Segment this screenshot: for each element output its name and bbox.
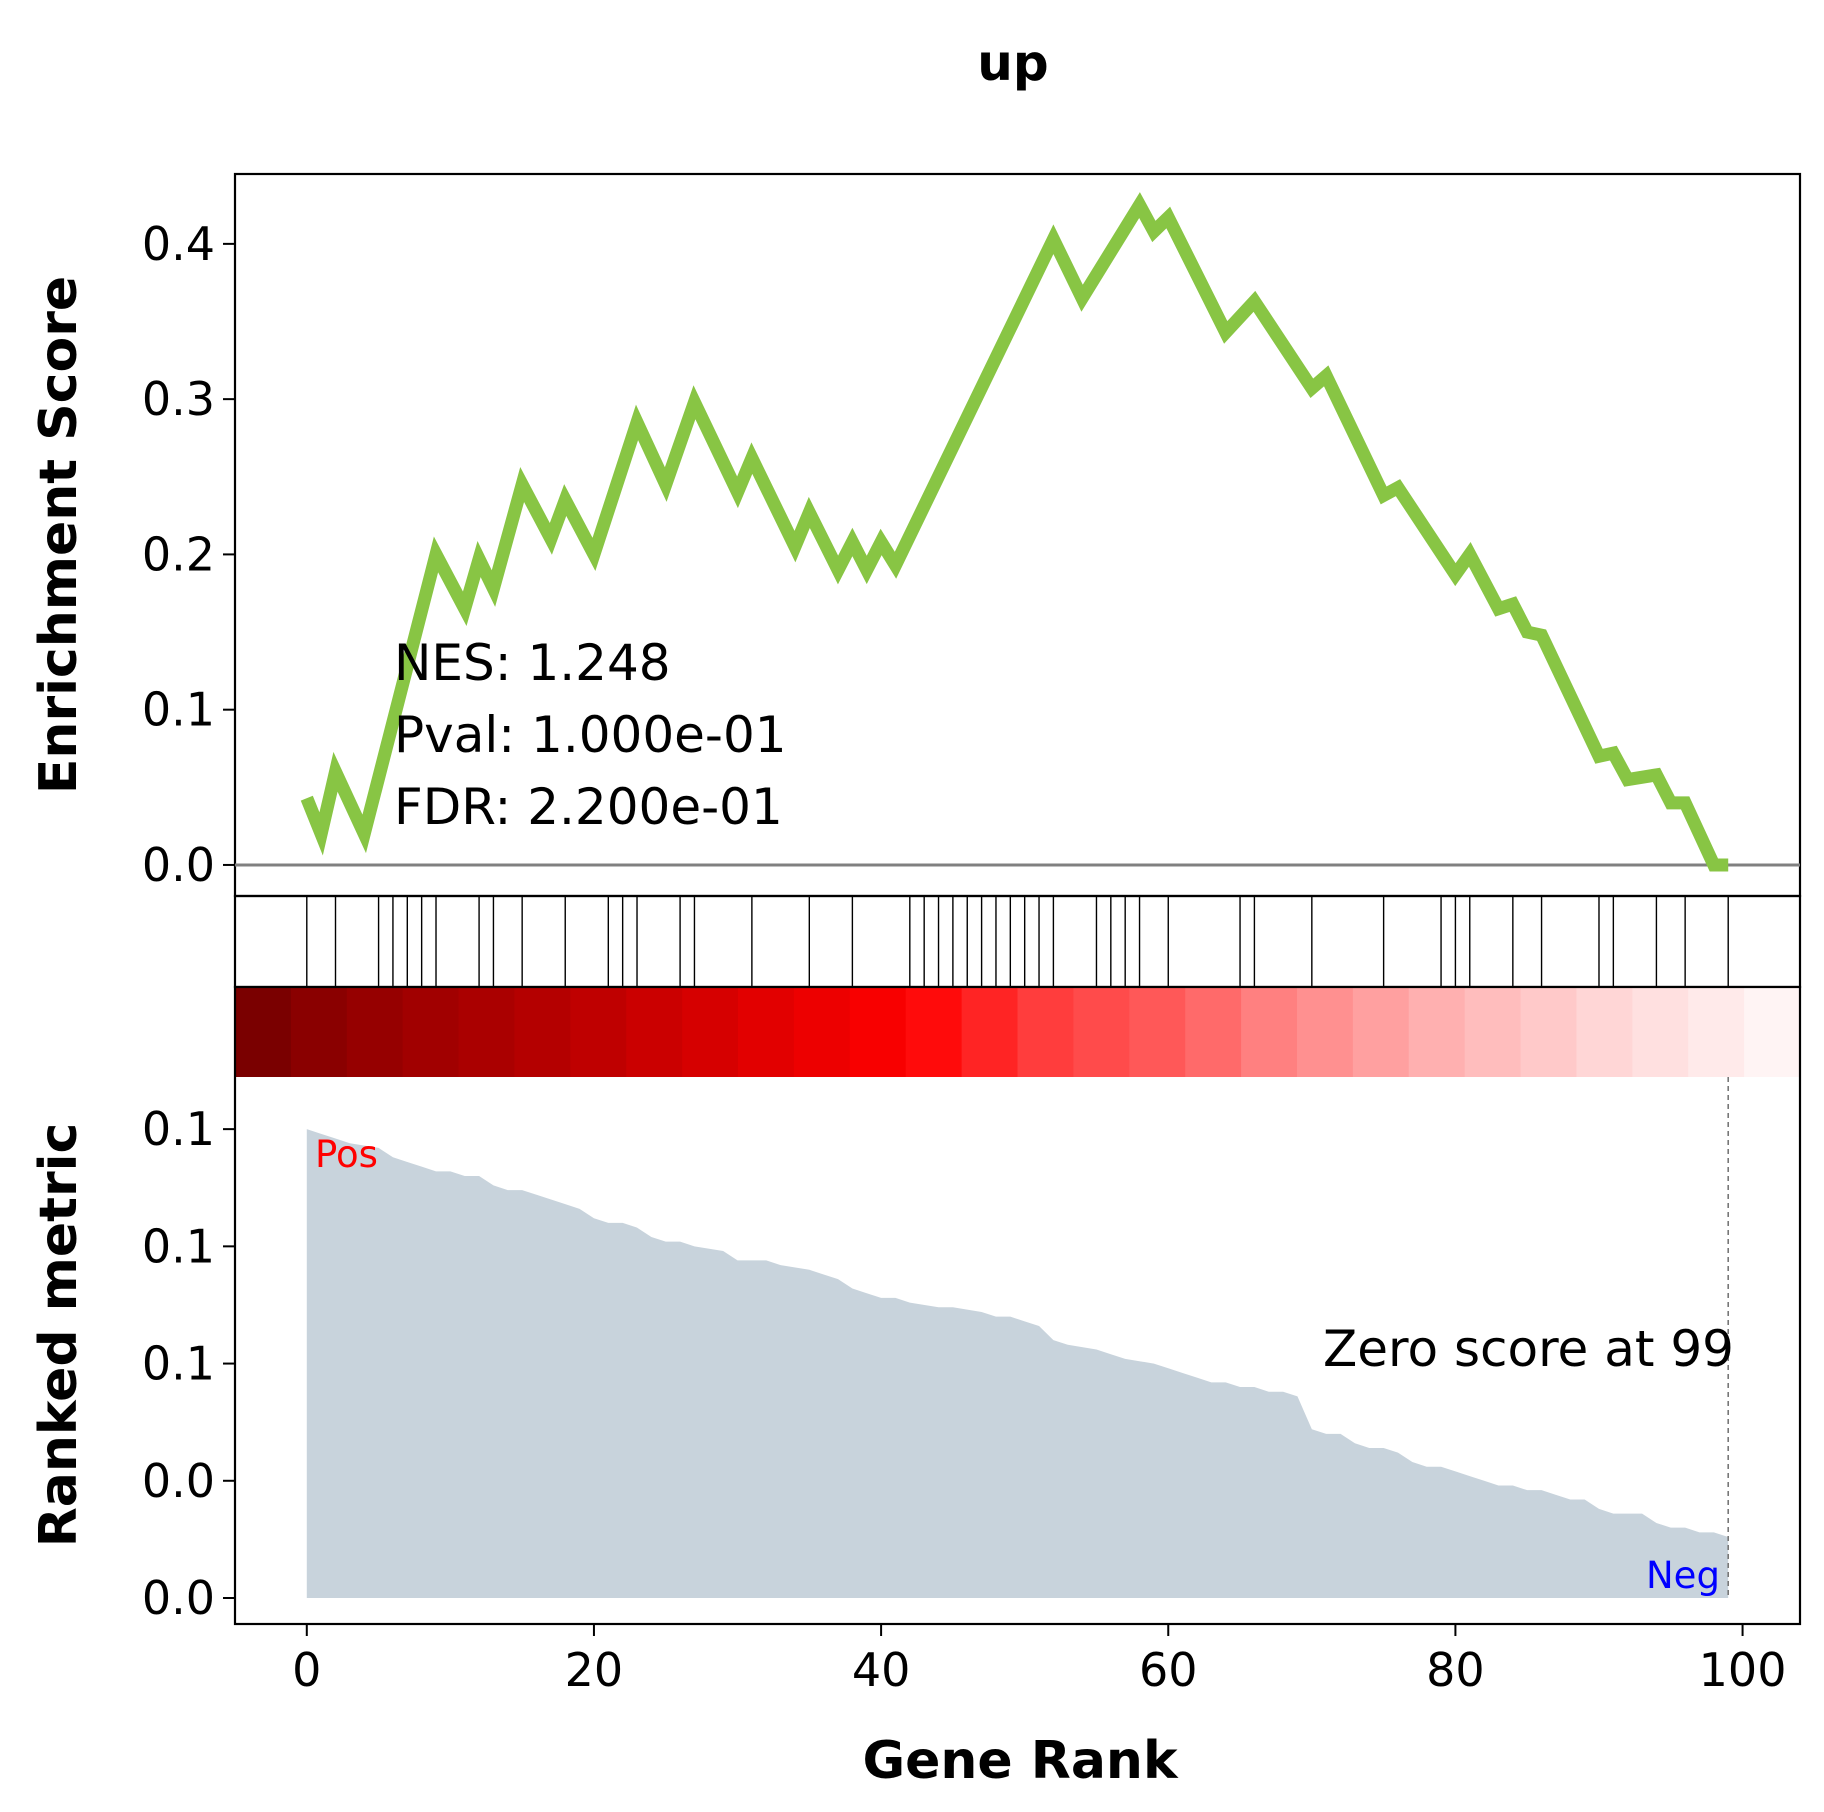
xtick-label: 80 — [1426, 1643, 1485, 1697]
xtick-label: 20 — [565, 1643, 624, 1697]
colorbar-cell — [1296, 987, 1354, 1077]
chart-title: up — [977, 34, 1048, 92]
colorbar-cell — [402, 987, 460, 1077]
metric-ytick-label: 0.1 — [142, 1219, 215, 1273]
enrichment-score-line — [300, 192, 1729, 872]
zero-score-text: Zero score at 99 — [1323, 1320, 1734, 1378]
metric-panel: Pos Neg Zero score at 99 0.0 0.0 0.1 0.1 0.1 — [142, 985, 1802, 1626]
colorbar-cell — [514, 987, 572, 1077]
colorbar-cell — [1185, 987, 1242, 1077]
metric-ytick-label: 0.0 — [142, 1454, 215, 1508]
es-ytick-label: 0.1 — [142, 683, 215, 737]
colorbar-cell — [1352, 987, 1410, 1077]
colorbar-cell — [1129, 987, 1186, 1077]
es-y-ticks: 0.0 0.1 0.2 0.3 0.4 — [142, 217, 235, 892]
colorbar-cell — [793, 987, 851, 1077]
colorbar-cell — [1073, 987, 1131, 1077]
colorbar-cell — [346, 987, 404, 1077]
neg-label: Neg — [1646, 1554, 1720, 1597]
xtick-label: 0 — [292, 1643, 321, 1697]
colorbar-cell — [626, 987, 683, 1077]
metric-ytick-label: 0.0 — [142, 1571, 215, 1625]
xtick-label: 40 — [852, 1643, 911, 1697]
metric-y-ticks: 0.0 0.0 0.1 0.1 0.1 — [142, 1102, 235, 1625]
pos-label: Pos — [315, 1133, 378, 1176]
x-axis-label: Gene Rank — [862, 1731, 1178, 1791]
colorbar-cell — [1744, 987, 1801, 1077]
es-panel: 0.0 0.1 0.2 0.3 0.4 NES: 1.248 Pval: 1.000e-… — [142, 172, 1802, 898]
colorbar-cell — [1017, 987, 1075, 1077]
metric-y-axis-label: Ranked metric — [29, 1123, 89, 1548]
hits-panel — [233, 894, 1802, 989]
es-y-axis-label: Enrichment Score — [29, 276, 89, 794]
colorbar-cell — [905, 987, 963, 1077]
colorbar-cell — [682, 987, 739, 1077]
hit-lines — [306, 896, 1729, 987]
metric-ytick-label: 0.1 — [142, 1337, 215, 1391]
x-ticks: 0 20 40 60 80 100 — [292, 1624, 1786, 1697]
es-ytick-label: 0.3 — [142, 372, 215, 426]
pval-text: Pval: 1.000e-01 — [394, 706, 787, 764]
ranked-metric-area — [306, 1129, 1729, 1598]
colorbar-cell — [235, 987, 292, 1077]
metric-panel-frame — [233, 985, 1802, 1626]
es-ytick-label: 0.2 — [142, 527, 215, 581]
colorbar-cell — [1241, 987, 1298, 1077]
es-ytick-label: 0.0 — [142, 838, 215, 892]
colorbar-cell — [961, 987, 1019, 1077]
xtick-label: 60 — [1139, 1643, 1198, 1697]
colorbar-cell — [1576, 987, 1634, 1077]
colorbar-cell — [458, 987, 516, 1077]
colorbar-cell — [1688, 987, 1745, 1077]
xtick-label: 100 — [1699, 1643, 1787, 1697]
colorbar-cell — [849, 987, 907, 1077]
nes-text: NES: 1.248 — [394, 634, 671, 692]
colorbar-cell — [1464, 987, 1522, 1077]
colorbar-cell — [290, 987, 348, 1077]
colorbar-cell — [1632, 987, 1690, 1077]
rank-colorbar — [235, 987, 1801, 1077]
colorbar-cell — [1408, 987, 1466, 1077]
colorbar-cell — [738, 987, 795, 1077]
metric-ytick-label: 0.1 — [142, 1102, 215, 1156]
hits-panel-frame — [233, 894, 1802, 989]
fdr-text: FDR: 2.200e-01 — [394, 778, 783, 836]
colorbar-cells — [235, 987, 1801, 1077]
es-ytick-label: 0.4 — [142, 217, 215, 271]
colorbar-cell — [570, 987, 628, 1077]
colorbar-cell — [1520, 987, 1578, 1077]
